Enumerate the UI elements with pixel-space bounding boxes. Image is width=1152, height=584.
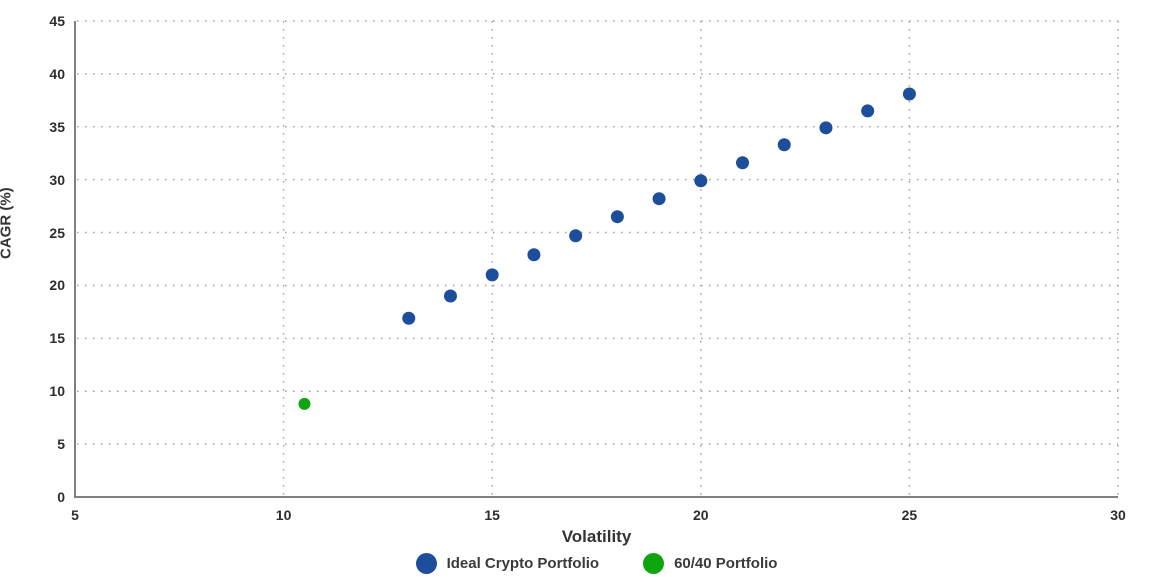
y-tick-label: 25 — [49, 224, 65, 241]
x-tick-label: 10 — [275, 507, 292, 523]
data-point-ideal-crypto — [861, 104, 875, 118]
data-point-ideal-crypto — [819, 121, 833, 135]
x-tick-label: 25 — [901, 507, 918, 523]
y-tick-label: 20 — [49, 277, 65, 294]
y-tick-label: 0 — [57, 489, 65, 505]
data-point-ideal-crypto — [777, 138, 791, 152]
data-point-ideal-crypto — [485, 268, 499, 282]
data-point-ideal-crypto — [443, 289, 457, 303]
y-tick-label: 45 — [49, 13, 65, 29]
y-axis-title: CAGR (%) — [0, 187, 15, 259]
legend-item-ideal-crypto-portfolio: Ideal Crypto Portfolio — [415, 553, 600, 574]
y-tick-label: 30 — [49, 171, 65, 188]
data-point-ideal-crypto — [736, 156, 750, 170]
data-point-ideal-crypto — [569, 229, 583, 243]
legend-marker-circle-green — [643, 553, 665, 574]
y-tick-label: 5 — [57, 436, 65, 453]
legend-marker-circle-blue — [415, 553, 437, 574]
legend-label-60-40-portfolio: 60/40 Portfolio — [674, 555, 778, 572]
data-point-ideal-crypto — [527, 248, 541, 262]
data-point-ideal-crypto — [652, 192, 666, 206]
data-point-ideal-crypto — [694, 174, 708, 188]
x-axis-title: Volatility — [561, 527, 632, 546]
x-tick-label: 5 — [71, 507, 79, 523]
legend: Ideal Crypto Portfolio 60/40 Portfolio — [75, 553, 1118, 574]
data-point-ideal-crypto — [610, 210, 624, 224]
y-tick-label: 10 — [49, 383, 65, 400]
legend-label-ideal-crypto-portfolio: Ideal Crypto Portfolio — [446, 555, 600, 572]
data-point-ideal-crypto — [902, 87, 916, 101]
x-tick-label: 30 — [1110, 507, 1126, 523]
x-tick-label: 20 — [693, 507, 709, 523]
y-tick-label: 15 — [49, 330, 65, 347]
x-tick-label: 15 — [484, 507, 500, 523]
legend-item-60-40-portfolio: 60/40 Portfolio — [643, 553, 777, 574]
data-point-60-40 — [298, 397, 311, 410]
data-point-ideal-crypto — [402, 311, 416, 325]
y-tick-label: 35 — [49, 118, 65, 135]
y-tick-label: 40 — [49, 65, 65, 82]
